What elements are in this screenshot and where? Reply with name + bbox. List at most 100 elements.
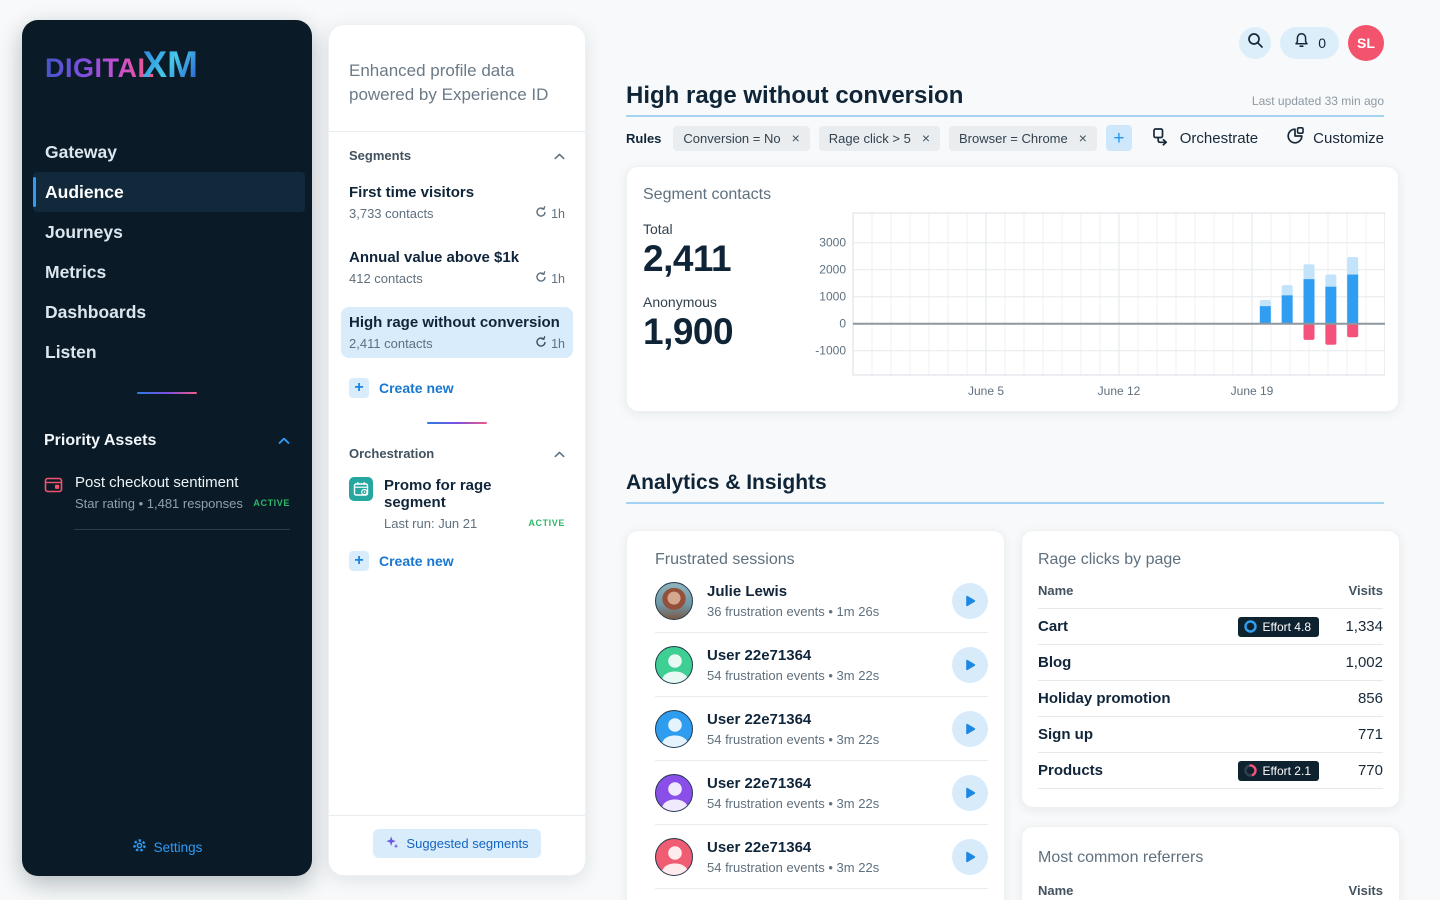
sidebar-item-gateway[interactable]: Gateway bbox=[45, 141, 117, 162]
rule-chip[interactable]: Conversion = No × bbox=[673, 125, 810, 151]
segment-item-selected[interactable]: High rage without conversion 2,411 conta… bbox=[341, 307, 573, 359]
customize-button[interactable]: Customize bbox=[1285, 126, 1384, 150]
chevron-up-icon[interactable] bbox=[554, 446, 565, 461]
create-new-segment-button[interactable]: + Create new bbox=[349, 378, 565, 399]
sidebar-item-dashboards[interactable]: Dashboards bbox=[45, 301, 147, 322]
sidebar-item-metrics[interactable]: Metrics bbox=[45, 261, 107, 282]
search-button[interactable] bbox=[1239, 27, 1272, 59]
play-session-button[interactable] bbox=[952, 838, 988, 875]
table-row[interactable]: Products Effort 2.1 770 bbox=[1038, 753, 1383, 789]
refresh-icon bbox=[535, 336, 547, 351]
rule-chip[interactable]: Rage click > 5 × bbox=[818, 125, 940, 151]
refresh-interval: 1h bbox=[551, 336, 565, 351]
search-icon bbox=[1247, 32, 1264, 54]
orchestration-item[interactable]: Promo for rage segment Last run: Jun 21 … bbox=[349, 477, 565, 531]
last-updated: Last updated 33 min ago bbox=[1251, 94, 1384, 108]
card-title: Rage clicks by page bbox=[1038, 551, 1182, 568]
sidebar-item-listen[interactable]: Listen bbox=[45, 341, 97, 362]
orchestration-last-run: Last run: Jun 21 bbox=[384, 516, 478, 532]
close-icon[interactable]: × bbox=[1078, 130, 1087, 146]
segment-contacts: 2,411 contacts bbox=[349, 336, 433, 352]
rage-clicks-table: Name Visits Cart Effort 4.8 1,334 Blog 1… bbox=[1038, 583, 1383, 789]
session-user-name: Julie Lewis bbox=[707, 582, 788, 600]
rule-chip[interactable]: Browser = Chrome × bbox=[949, 125, 1097, 151]
table-row[interactable]: Sign up 771 bbox=[1038, 717, 1383, 753]
refresh-interval: 1h bbox=[551, 271, 565, 286]
table-row[interactable]: Blog 1,002 bbox=[1038, 645, 1383, 681]
rules-label: Rules bbox=[626, 130, 662, 146]
priority-assets-section: Priority Assets Post checkout sentiment … bbox=[44, 432, 290, 530]
analytics-heading: Analytics & Insights bbox=[626, 471, 1384, 504]
chevron-up-icon[interactable] bbox=[554, 148, 565, 163]
column-header-name: Name bbox=[1038, 583, 1074, 598]
segment-contacts: 412 contacts bbox=[349, 271, 423, 287]
orchestration-header: Orchestration bbox=[349, 446, 435, 462]
calendar-schedule-icon bbox=[349, 477, 373, 502]
add-rule-button[interactable]: + bbox=[1105, 125, 1132, 151]
priority-asset-subtitle: Star rating • 1,481 responses bbox=[75, 496, 243, 511]
referrers-card: Most common referrers Name Visits bbox=[1021, 826, 1400, 900]
priority-asset-name: Post checkout sentiment bbox=[75, 474, 239, 491]
bell-icon bbox=[1293, 32, 1310, 54]
svg-text:0: 0 bbox=[839, 317, 846, 331]
customize-pie-icon bbox=[1285, 126, 1305, 150]
segment-item[interactable]: First time visitors 3,733 contacts 1h bbox=[349, 184, 565, 222]
play-icon bbox=[966, 787, 976, 798]
play-icon bbox=[966, 851, 976, 862]
orchestrate-flow-icon bbox=[1152, 127, 1172, 150]
digitalxm-logo: DIGITALXM bbox=[45, 44, 198, 86]
column-header-visits: Visits bbox=[1348, 883, 1383, 898]
play-session-button[interactable] bbox=[952, 582, 988, 619]
sidebar-item-journeys[interactable]: Journeys bbox=[45, 221, 123, 242]
panel-footer: Suggested segments bbox=[329, 815, 585, 875]
divider bbox=[74, 529, 290, 530]
gear-icon bbox=[132, 838, 147, 856]
rules-toolbar: Rules Conversion = No × Rage click > 5 × B… bbox=[626, 125, 1384, 151]
play-session-button[interactable] bbox=[952, 710, 988, 747]
plus-icon: + bbox=[349, 551, 369, 572]
orchestrate-button[interactable]: Orchestrate bbox=[1152, 126, 1258, 150]
sidebar-item-audience[interactable]: Audience bbox=[33, 172, 305, 212]
close-icon[interactable]: × bbox=[921, 130, 930, 146]
refresh-interval: 1h bbox=[551, 206, 565, 221]
svg-text:June 5: June 5 bbox=[968, 384, 1004, 398]
notifications-button[interactable]: 0 bbox=[1280, 27, 1339, 59]
table-row[interactable]: Holiday promotion 856 bbox=[1038, 681, 1383, 717]
svg-text:1000: 1000 bbox=[819, 290, 846, 304]
browser-window-icon bbox=[44, 474, 64, 511]
avatar bbox=[655, 837, 693, 876]
column-header-visits: Visits bbox=[1348, 583, 1383, 598]
svg-text:2000: 2000 bbox=[819, 263, 846, 277]
page-title: High rage without conversion bbox=[626, 82, 964, 109]
segment-contacts: 3,733 contacts bbox=[349, 206, 434, 222]
svg-text:-1000: -1000 bbox=[815, 344, 846, 358]
svg-text:3000: 3000 bbox=[819, 236, 846, 250]
segments-panel: Enhanced profile data powered by Experie… bbox=[328, 24, 586, 876]
play-session-button[interactable] bbox=[952, 774, 988, 811]
close-icon[interactable]: × bbox=[791, 130, 800, 146]
sidebar: DIGITALXM Gateway Audience Journeys Metr… bbox=[22, 20, 312, 876]
session-row[interactable]: User 22e71364 54 frustration events • 3m… bbox=[655, 761, 988, 825]
user-avatar[interactable]: SL bbox=[1348, 25, 1384, 61]
panel-intro-text: Enhanced profile data powered by Experie… bbox=[349, 61, 549, 105]
create-new-orchestration-button[interactable]: + Create new bbox=[349, 551, 565, 572]
anonymous-label: Anonymous bbox=[643, 293, 717, 310]
play-icon bbox=[966, 659, 976, 670]
session-row[interactable]: User 22e71364 54 frustration events • 3m… bbox=[655, 633, 988, 697]
segment-item[interactable]: Annual value above $1k 412 contacts 1h bbox=[349, 249, 565, 287]
session-row[interactable]: Julie Lewis 36 frustration events • 1m 2… bbox=[655, 569, 988, 633]
session-row[interactable]: User 22e71364 54 frustration events • 3m… bbox=[655, 697, 988, 761]
chevron-up-icon[interactable] bbox=[278, 432, 290, 450]
segments-section: Segments First time visitors 3,733 conta… bbox=[329, 132, 585, 425]
sparkle-icon bbox=[385, 835, 399, 852]
effort-badge: Effort 4.8 bbox=[1237, 616, 1319, 637]
session-row[interactable]: User 22e71364 54 frustration events • 3m… bbox=[655, 825, 988, 889]
session-user-name: User 22e71364 bbox=[707, 646, 812, 664]
settings-button[interactable]: Settings bbox=[22, 838, 312, 856]
priority-asset-row[interactable]: Post checkout sentiment Star rating • 1,… bbox=[44, 474, 290, 529]
suggested-segments-button[interactable]: Suggested segments bbox=[373, 829, 541, 858]
effort-badge: Effort 2.1 bbox=[1237, 760, 1319, 781]
gradient-divider bbox=[427, 422, 487, 425]
play-session-button[interactable] bbox=[952, 646, 988, 683]
table-row[interactable]: Cart Effort 4.8 1,334 bbox=[1038, 609, 1383, 645]
